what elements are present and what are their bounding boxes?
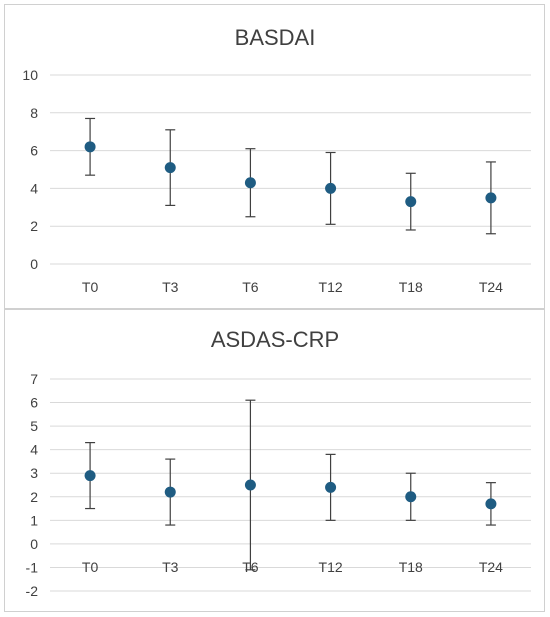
x-tick-label: T6 (242, 279, 259, 295)
x-tick-label: T12 (319, 559, 343, 575)
basdai-chart: BASDAI 0 2 4 6 8 10 T0 T3 T6 T12 T18 T24 (22, 25, 531, 295)
y-tick-label: 0 (30, 536, 38, 552)
chart-title: ASDAS-CRP (211, 327, 339, 352)
y-tick-label: 6 (30, 143, 38, 159)
chart-panel-asdas-crp: ASDAS-CRP -2 -1 0 1 2 3 4 5 6 7 T0 T3 T6 T12 T18 T24 (4, 309, 545, 612)
data-point (164, 162, 176, 174)
y-tick-label: 5 (30, 418, 38, 434)
data-point (325, 481, 337, 493)
y-tick-label: 4 (30, 180, 38, 196)
x-tick-label: T18 (399, 559, 423, 575)
chart-panel-basdai: BASDAI 0 2 4 6 8 10 T0 T3 T6 T12 T18 T24 (4, 4, 545, 309)
y-tick-label: 2 (30, 218, 38, 234)
x-tick-label: T24 (479, 279, 503, 295)
x-tick-label: T3 (162, 559, 179, 575)
data-point (405, 491, 417, 503)
y-tick-label: 1 (30, 512, 38, 528)
data-point (84, 141, 96, 153)
y-tick-label: -1 (26, 559, 39, 575)
data-point (405, 196, 417, 208)
data-point (485, 498, 497, 510)
x-tick-label: T0 (82, 279, 99, 295)
x-tick-label: T0 (82, 559, 99, 575)
y-tick-label: 10 (22, 67, 38, 83)
data-point (244, 479, 256, 491)
x-tick-label: T18 (399, 279, 423, 295)
data-point (325, 182, 337, 194)
x-tick-label: T24 (479, 559, 503, 575)
y-tick-label: -2 (26, 583, 39, 599)
x-tick-label: T3 (162, 279, 179, 295)
data-point (244, 177, 256, 189)
x-tick-label: T12 (319, 279, 343, 295)
data-point (84, 470, 96, 482)
y-tick-label: 3 (30, 465, 38, 481)
y-tick-label: 2 (30, 489, 38, 505)
data-point (164, 486, 176, 498)
chart-title: BASDAI (235, 25, 316, 50)
y-tick-label: 7 (30, 371, 38, 387)
y-tick-label: 8 (30, 105, 38, 121)
y-tick-label: 0 (30, 256, 38, 272)
y-tick-label: 4 (30, 442, 38, 458)
data-point (485, 192, 497, 204)
y-tick-label: 6 (30, 395, 38, 411)
